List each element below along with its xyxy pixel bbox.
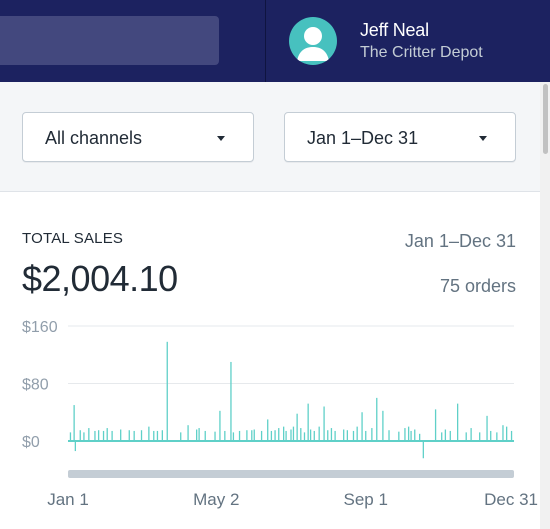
y-tick-label: $80 [22, 377, 49, 394]
card-title: TOTAL SALES [22, 230, 124, 247]
channel-select-label: All channels [45, 128, 143, 148]
total-sales-value: $2,004.10 [22, 258, 178, 299]
scrollbar-thumb[interactable] [543, 84, 548, 154]
channel-select[interactable]: All channels [22, 112, 254, 162]
x-tick-label: Jan 1 [47, 490, 89, 509]
search-box[interactable] [0, 16, 219, 65]
header-divider [265, 0, 266, 82]
caret-down-icon [217, 136, 225, 141]
store-name[interactable]: The Critter Depot [360, 44, 483, 61]
caret-down-icon [479, 136, 487, 141]
section-divider [0, 191, 540, 192]
y-tick-label: $0 [22, 434, 40, 451]
card-date-range: Jan 1–Dec 31 [404, 231, 516, 251]
x-tick-label: Dec 31 [484, 490, 538, 509]
date-range-select[interactable]: Jan 1–Dec 31 [284, 112, 516, 162]
scrollbar[interactable] [540, 82, 550, 529]
y-tick-label: $160 [22, 319, 58, 336]
orders-count: 75 orders [439, 276, 516, 296]
date-range-select-label: Jan 1–Dec 31 [307, 128, 419, 148]
x-tick-label: May 2 [193, 490, 239, 509]
x-tick-label: Sep 1 [344, 490, 388, 509]
range-slider-track [68, 470, 514, 478]
sales-chart: $0 $80 $160 Jan 1 May 2 Sep 1 Dec 31 [22, 319, 538, 509]
user-name[interactable]: Jeff Neal [360, 20, 429, 40]
user-avatar-icon[interactable] [289, 17, 337, 65]
